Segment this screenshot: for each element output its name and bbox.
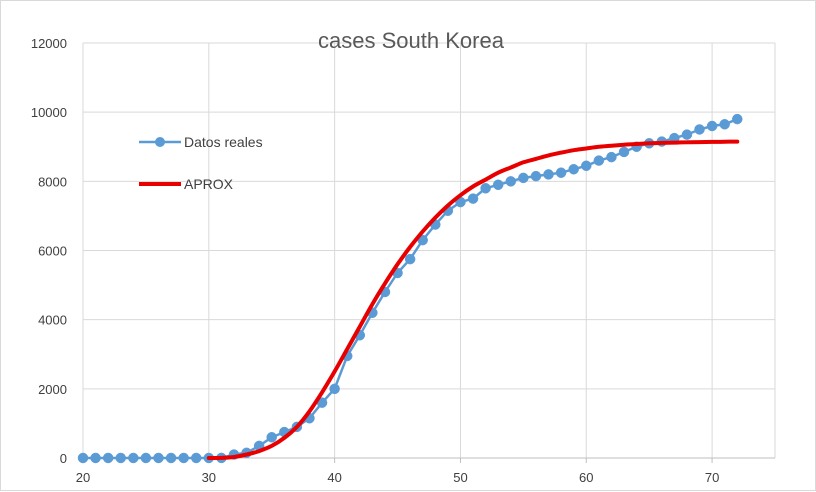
data-point-datos-reales (618, 146, 630, 158)
grid (82, 42, 776, 459)
y-tick-label: 0 (60, 451, 67, 466)
x-tick-label: 40 (327, 470, 341, 485)
data-point-datos-reales (178, 452, 189, 464)
data-point-datos-reales (266, 432, 277, 443)
data-point-datos-reales (681, 129, 693, 140)
axes: 0 2000 4000 6000 8000 10000 12000 20 30 40 50 60 70 (31, 36, 775, 485)
data-point-datos-reales (492, 179, 504, 191)
data-point-datos-reales (90, 452, 101, 464)
y-tick-label: 2000 (38, 382, 67, 397)
data-point-datos-reales (719, 119, 730, 130)
x-tick-label: 60 (579, 470, 593, 485)
data-point-datos-reales (555, 167, 567, 178)
data-point-datos-reales (518, 172, 529, 184)
data-point-datos-reales (165, 452, 177, 464)
data-point-datos-reales (115, 452, 126, 464)
data-point-datos-reales (153, 452, 164, 464)
x-tick-label: 50 (453, 470, 467, 485)
data-point-datos-reales (694, 124, 705, 135)
data-point-datos-reales (480, 183, 491, 194)
y-tick-label: 12000 (31, 36, 67, 51)
series-layer (77, 113, 743, 464)
data-point-datos-reales (128, 452, 139, 464)
data-point-datos-reales (568, 163, 579, 175)
data-point-datos-reales (593, 155, 605, 166)
legend: Datos reales APROX (139, 134, 263, 192)
data-point-datos-reales (102, 452, 114, 464)
legend-label-datos-reales: Datos reales (184, 134, 263, 150)
y-tick-label: 6000 (38, 244, 67, 259)
chart-title: cases South Korea (318, 28, 505, 53)
data-point-datos-reales (732, 113, 743, 125)
data-point-datos-reales (530, 170, 542, 182)
x-tick-label: 30 (202, 470, 216, 485)
x-tick-label: 70 (705, 470, 719, 485)
data-point-datos-reales (606, 151, 617, 163)
x-tick-label: 20 (76, 470, 90, 485)
data-point-datos-reales (581, 160, 592, 172)
legend-label-aprox: APROX (184, 176, 234, 192)
data-point-datos-reales (706, 120, 718, 132)
data-point-datos-reales (329, 383, 340, 395)
y-tick-label: 8000 (38, 174, 67, 189)
data-point-datos-reales (505, 176, 517, 187)
legend-marker-datos-reales (155, 137, 165, 147)
data-point-datos-reales (404, 253, 416, 265)
data-point-datos-reales (140, 452, 152, 464)
data-point-datos-reales (467, 193, 479, 204)
data-point-datos-reales (543, 169, 554, 180)
y-tick-label: 10000 (31, 105, 67, 120)
data-point-datos-reales (190, 452, 202, 464)
series-line-aprox (206, 139, 740, 461)
series-line-datos-reales (83, 117, 738, 460)
data-point-datos-reales (77, 452, 89, 464)
y-tick-label: 4000 (38, 313, 67, 328)
